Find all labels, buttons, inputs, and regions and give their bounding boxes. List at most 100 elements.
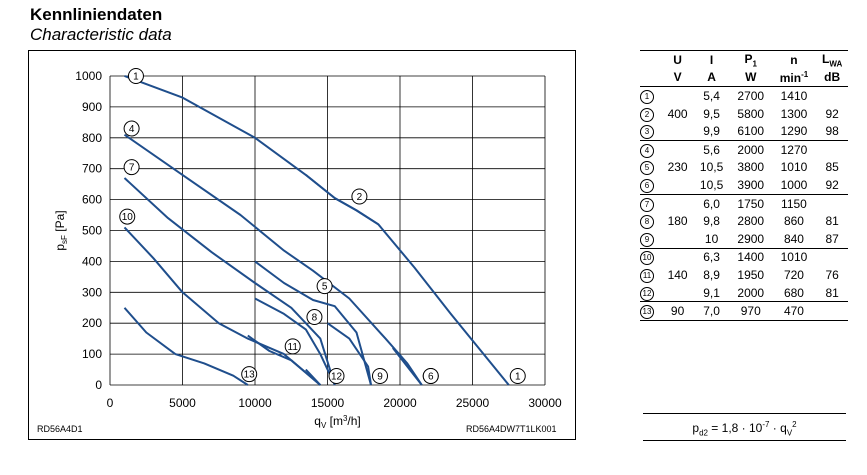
- cell-speed: 1270: [771, 139, 817, 159]
- page-subtitle: Characteristic data: [30, 25, 172, 44]
- table-row: 7 6,0 1750 1150: [640, 193, 848, 213]
- cell-current: 9,5: [703, 106, 720, 121]
- cell-speed: 1010: [771, 247, 817, 267]
- characteristic-chart: 0 5000 10000 15000 20000 25000 30000 0 100 200 300…: [53, 68, 562, 430]
- table-row: 4 5,6 2000 1270: [640, 139, 848, 159]
- cell-power: 1400: [729, 247, 772, 267]
- row-id: 10: [640, 247, 662, 267]
- row-id-circle: 8: [640, 215, 654, 230]
- curve-label-circle-12: [328, 368, 345, 384]
- header-n: n: [771, 49, 817, 69]
- cell-current: 10: [704, 231, 719, 246]
- cell-power: 3900: [737, 177, 765, 192]
- cell-power: 2900: [737, 231, 765, 246]
- curve-4: [123, 133, 423, 386]
- curve-6: [392, 347, 423, 386]
- row-id-circle: 1: [640, 89, 654, 104]
- unit-blank: [640, 68, 662, 88]
- unit-4: dB: [816, 68, 848, 88]
- formula-divider-top: [643, 413, 846, 414]
- row-id: 6: [640, 176, 662, 194]
- y-tick-label: 800: [82, 131, 102, 145]
- curve-label-12: 12: [331, 372, 343, 383]
- formula-mid: = 1,8 · 10: [707, 421, 763, 435]
- cell-voltage: 90: [661, 301, 694, 321]
- curve-7: [123, 177, 336, 386]
- cell-current: 10,5: [699, 177, 724, 192]
- cell-current: 6,0: [693, 193, 730, 213]
- page-title: Kennliniendaten: [30, 5, 163, 24]
- cell-speed: 860: [783, 214, 804, 229]
- row-id-circle: 11: [640, 268, 654, 283]
- cell-current: 10,5: [699, 160, 724, 175]
- cell-voltage: [662, 284, 693, 302]
- cell-power: 970: [729, 301, 772, 321]
- formula-p: p: [692, 421, 700, 435]
- model-code-right: RD56A4DW7T1LK001: [466, 424, 557, 434]
- formula-exp: -7: [762, 420, 770, 429]
- curve-2: [305, 174, 379, 226]
- cell-power: 2000: [737, 285, 765, 300]
- unit-2: W: [729, 68, 772, 88]
- curve-label-circle-2: [351, 188, 368, 205]
- cell-power: 2800: [737, 214, 765, 229]
- curve-label-5: 5: [322, 282, 328, 293]
- cell-power: 1750: [729, 193, 772, 213]
- formula-q-exp: 2: [792, 420, 797, 429]
- table-row: 8 180 9,8 2800 860 81: [640, 212, 848, 230]
- curve-8: [254, 297, 336, 386]
- cell-speed: 1010: [780, 160, 808, 175]
- row-id-circle: 13: [640, 305, 654, 320]
- cell-sound: 92: [825, 177, 839, 192]
- chart-frame: [28, 50, 576, 440]
- cell-current: 5,4: [703, 88, 720, 103]
- unit-0: V: [661, 68, 694, 88]
- curve-label-10: 10: [122, 212, 134, 223]
- header-blank: [640, 49, 662, 69]
- curve-label-circle-6: [422, 368, 439, 384]
- y-tick-label: 600: [82, 193, 102, 207]
- table-row: 11 140 8,9 1950 720 76: [640, 266, 848, 284]
- cell-voltage: [662, 230, 693, 248]
- cell-current: 6,3: [693, 247, 730, 267]
- table-row: 3 9,9 6100 1290 98: [640, 122, 848, 140]
- cell-current: 9,8: [703, 214, 720, 229]
- cell-sound: [816, 139, 848, 159]
- table-row: 10 6,3 1400 1010: [640, 247, 848, 267]
- y-tick-label: 700: [82, 162, 102, 176]
- cell-power: 3800: [737, 160, 765, 175]
- cell-sound: 76: [825, 267, 839, 282]
- unit-1: A: [693, 68, 730, 88]
- cell-sound: 85: [825, 160, 839, 175]
- header-p: P1: [729, 49, 772, 69]
- curve-label-6: 6: [428, 372, 434, 383]
- formula-divider-bottom: [643, 440, 846, 441]
- row-id-circle: 3: [640, 125, 654, 140]
- cell-speed: 840: [783, 231, 804, 246]
- y-tick-label: 1000: [75, 69, 102, 83]
- curve-label-1: 1: [515, 372, 521, 383]
- curve-5: [254, 260, 372, 386]
- row-id-circle: 7: [640, 197, 654, 212]
- x-tick-label: 20000: [383, 396, 417, 410]
- cell-sound: 87: [825, 231, 839, 246]
- cell-voltage: 400: [667, 106, 688, 121]
- row-id: 11: [640, 266, 662, 284]
- curve-label-4: 4: [129, 124, 135, 135]
- y-axis-label: psF [Pa]: [53, 210, 69, 250]
- cell-voltage: [661, 139, 694, 159]
- curve-label-circle-4: [123, 120, 140, 137]
- cell-sound: [816, 87, 848, 105]
- curve-label-circle-8: [306, 309, 323, 326]
- cell-speed: 720: [783, 267, 804, 282]
- row-id: 2: [640, 105, 662, 123]
- table-row: 1 5,4 2700 1410: [640, 87, 848, 105]
- cell-voltage: [661, 193, 694, 213]
- row-id-circle: 9: [640, 232, 654, 247]
- formula: pd2 = 1,8 · 10-7 · qV2: [643, 420, 846, 437]
- y-tick-label: 100: [82, 347, 102, 361]
- cell-sound: 81: [825, 285, 839, 300]
- row-id: 7: [640, 193, 662, 213]
- row-id-circle: 10: [640, 251, 654, 266]
